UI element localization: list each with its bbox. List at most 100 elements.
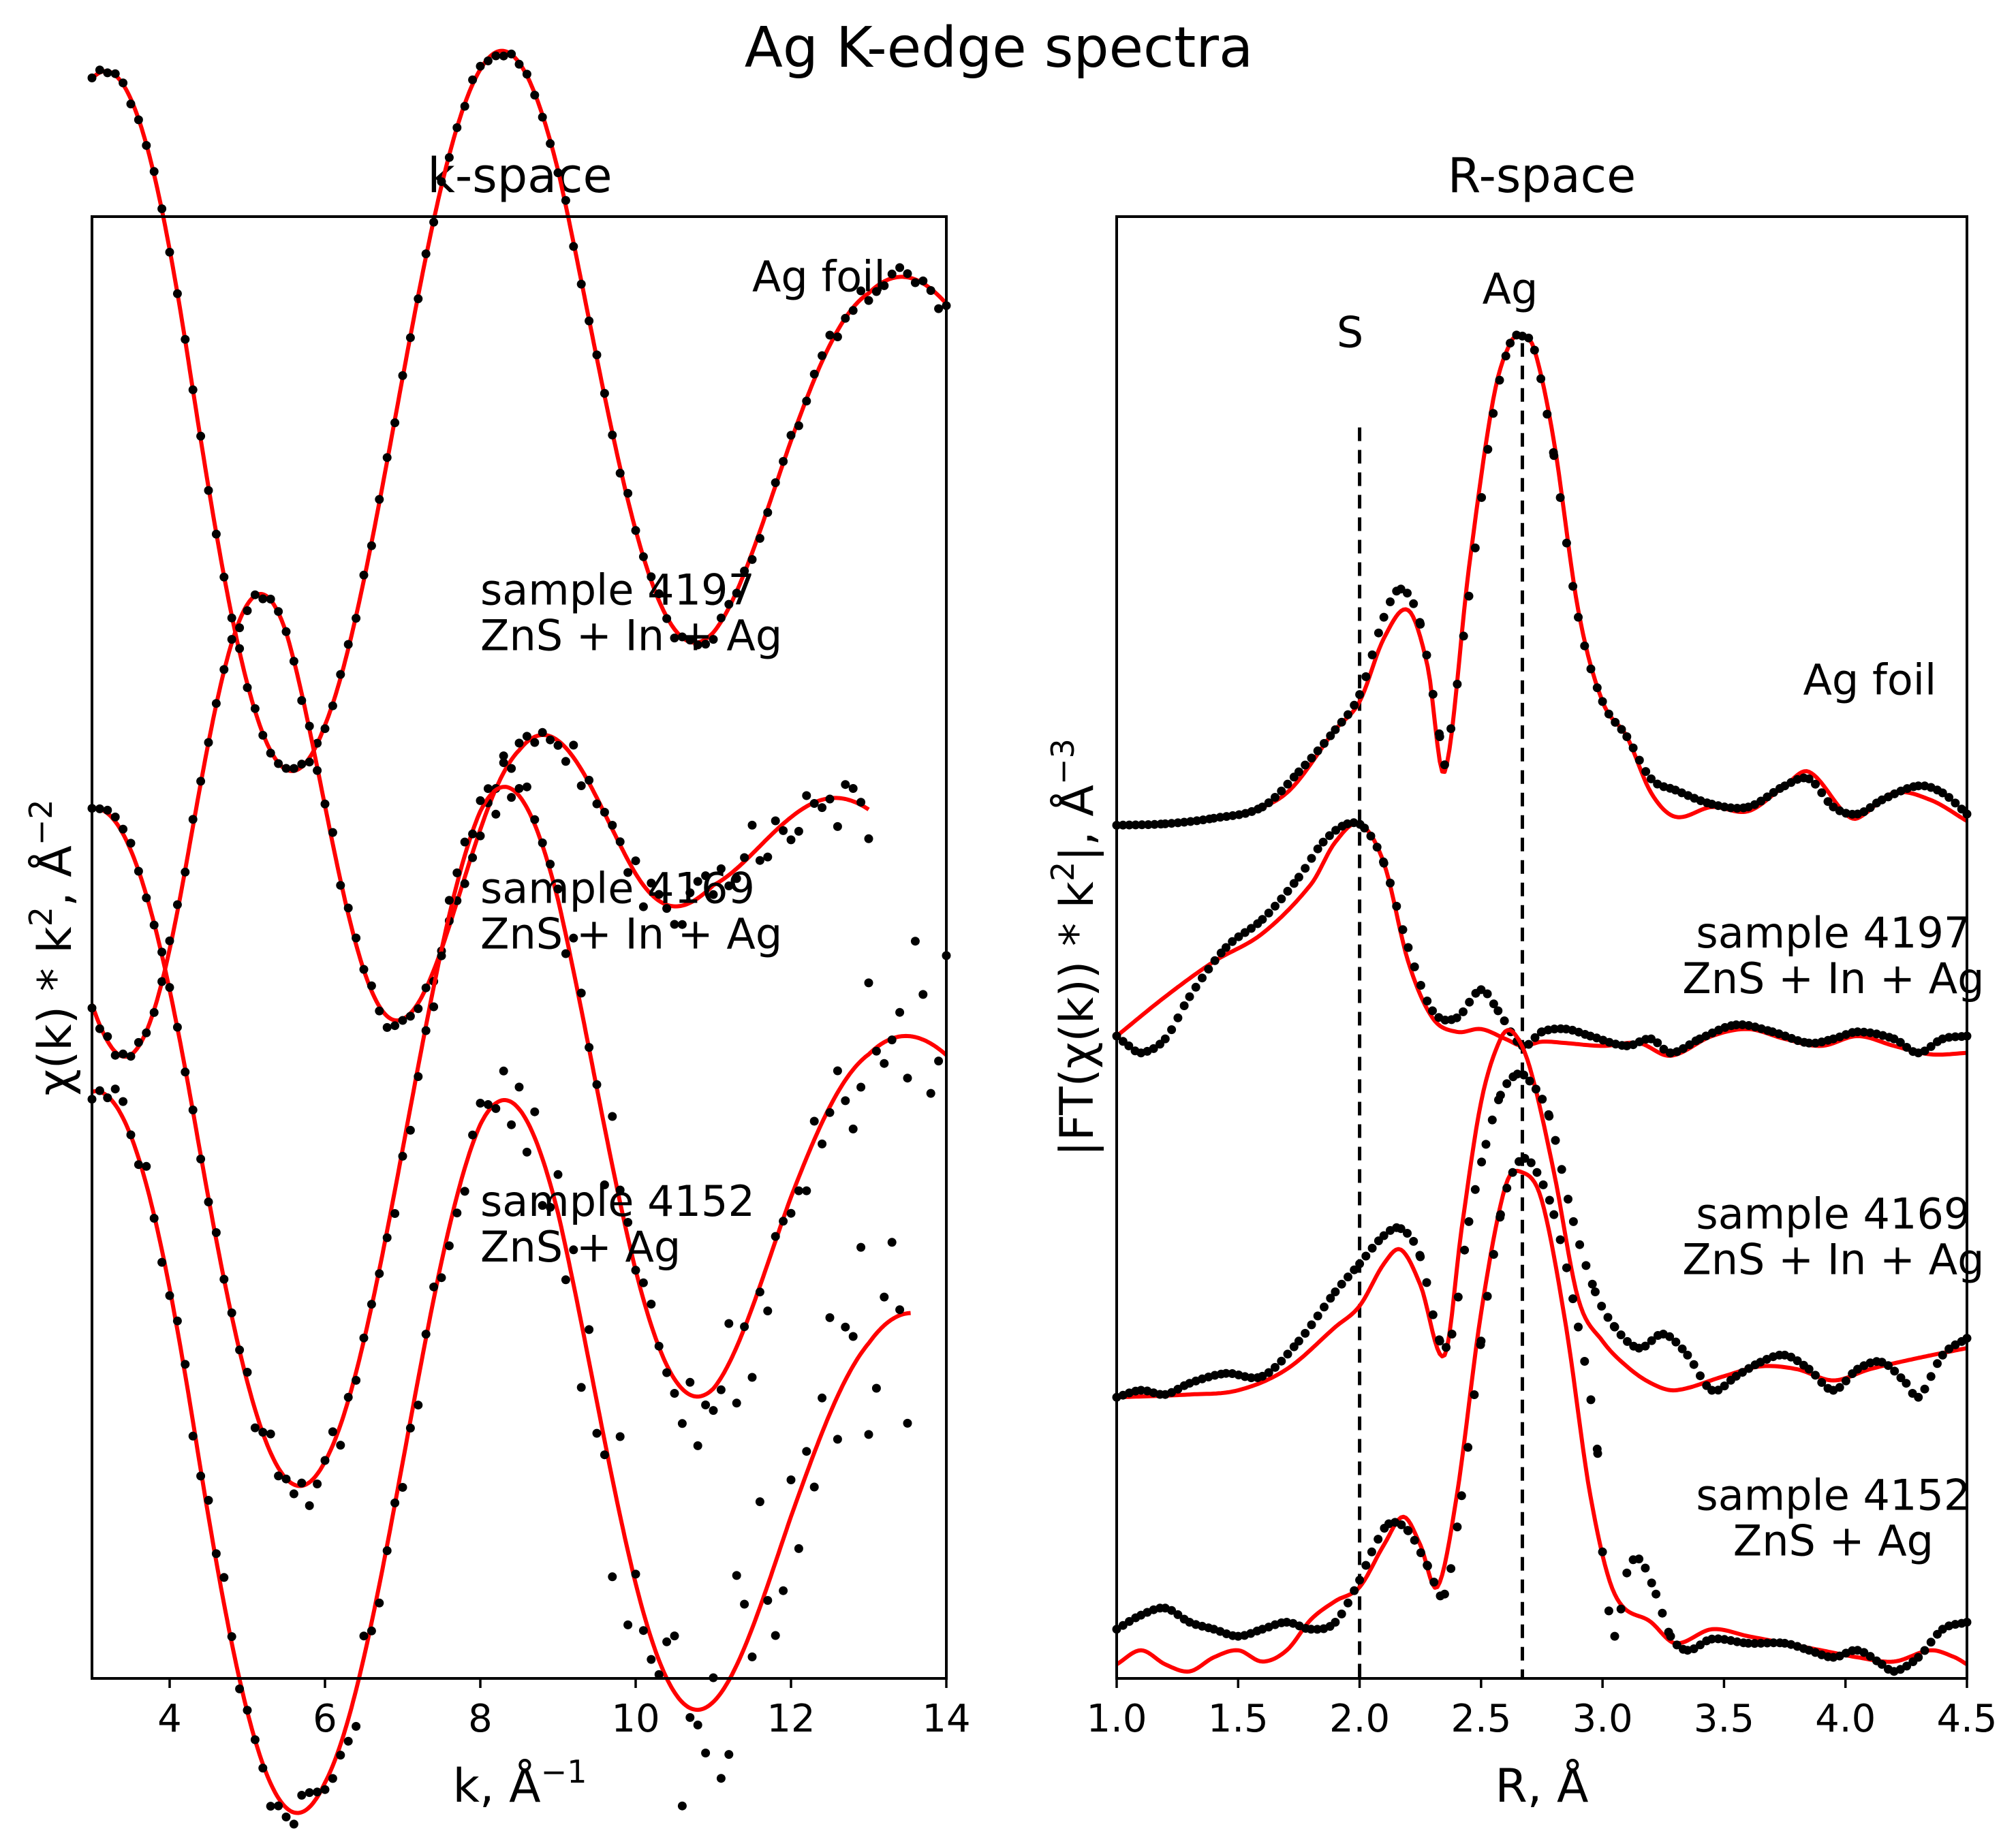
- rspace-data-point: [1337, 1279, 1346, 1289]
- rspace-data-point: [1396, 584, 1406, 594]
- rspace-data-point: [1422, 1278, 1431, 1287]
- kspace-data-point: [880, 1292, 889, 1302]
- rspace-data-point: [1313, 844, 1322, 854]
- kspace-data-point: [483, 1100, 493, 1109]
- rspace-data-point: [1756, 1638, 1766, 1648]
- kspace-y-axis-label: χ(k) * k2, Å−2: [22, 799, 82, 1095]
- rspace-data-point: [1557, 1165, 1566, 1174]
- rspace-data-point: [1574, 612, 1583, 622]
- kspace-data-point: [499, 758, 508, 768]
- kspace-data-point: [771, 1631, 780, 1640]
- kspace-data-point: [483, 784, 493, 794]
- rspace-series-label: Ag foil: [1803, 655, 1937, 705]
- rspace-data-point: [1580, 641, 1589, 651]
- kspace-data-point: [227, 1308, 236, 1317]
- kspace-data-point: [538, 1201, 547, 1210]
- kspace-data-point: [779, 1217, 788, 1226]
- kspace-data-point: [219, 665, 229, 674]
- kspace-data-point: [670, 1631, 679, 1641]
- kspace-x-ticks: 4 6 8 10 12 14: [157, 1678, 971, 1741]
- kspace-series-label: ZnS + In + Ag: [480, 610, 782, 660]
- rspace-data-point: [1283, 886, 1292, 896]
- kspace-data-point: [266, 1802, 275, 1811]
- kspace-data-point: [724, 599, 734, 609]
- kspace-data-point: [491, 1104, 501, 1113]
- rspace-data-point: [1416, 1548, 1425, 1557]
- kspace-data-point: [779, 456, 788, 466]
- rspace-data-point: [1429, 1578, 1439, 1587]
- kspace-data-point: [289, 1489, 298, 1499]
- kspace-data-point: [585, 1325, 594, 1334]
- rspace-data-point: [1173, 1013, 1183, 1022]
- kspace-data-point: [864, 1430, 873, 1439]
- kspace-data-point: [608, 1572, 617, 1582]
- kspace-data-point: [468, 853, 478, 862]
- rspace-x-tick-label: 3.0: [1572, 1697, 1633, 1741]
- kspace-data-point: [638, 552, 648, 561]
- rspace-data-point: [1564, 1194, 1572, 1204]
- kspace-data-point: [522, 732, 531, 741]
- rspace-data-point: [1575, 1240, 1585, 1249]
- kspace-data-point: [297, 1478, 307, 1488]
- kspace-data-point: [274, 607, 283, 616]
- rspace-data-points-1: [1112, 818, 1972, 1058]
- kspace-data-point: [204, 1198, 213, 1206]
- kspace-data-point: [871, 1046, 881, 1056]
- rspace-data-point: [1586, 664, 1596, 674]
- kspace-data-point: [802, 1186, 811, 1195]
- kspace-data-point: [716, 1385, 726, 1394]
- rspace-data-point: [1926, 1042, 1936, 1051]
- kspace-data-point: [95, 65, 104, 75]
- kspace-data-point: [375, 495, 384, 504]
- rspace-data-point: [1689, 1360, 1699, 1369]
- kspace-data-point: [305, 1501, 314, 1510]
- kspace-data-point: [343, 903, 353, 913]
- kspace-data-point: [289, 657, 298, 666]
- kspace-data-point: [165, 1291, 174, 1300]
- kspace-data-point: [662, 1637, 672, 1646]
- kspace-data-point: [414, 1072, 423, 1081]
- kspace-data-point: [507, 793, 516, 802]
- rspace-series-label: sample 4169: [1696, 1189, 1970, 1239]
- rspace-reference-label: Ag: [1483, 264, 1538, 314]
- kspace-data-point: [196, 1471, 206, 1481]
- rspace-data-point: [1647, 1336, 1656, 1345]
- rspace-y-axis-label: |FT(χ(k)) * k2|, Å−3: [1044, 738, 1104, 1157]
- kspace-data-point: [802, 396, 811, 406]
- rspace-data-point: [1283, 1349, 1292, 1359]
- kspace-data-point: [514, 738, 524, 748]
- kspace-data-point: [576, 279, 586, 289]
- rspace-data-point: [1562, 1263, 1571, 1272]
- rspace-data-point: [1204, 965, 1213, 974]
- kspace-data-point: [818, 351, 827, 360]
- kspace-data-point: [732, 1398, 741, 1408]
- rspace-data-point: [1738, 1368, 1747, 1377]
- rspace-data-point: [1817, 788, 1827, 798]
- rspace-data-point: [1641, 1341, 1650, 1351]
- kspace-data-point: [747, 820, 757, 830]
- rspace-data-point: [1610, 1322, 1619, 1332]
- rspace-data-point: [1590, 1287, 1600, 1296]
- kspace-data-point: [281, 764, 291, 773]
- rspace-data-point: [1428, 689, 1438, 699]
- kspace-data-point: [825, 330, 835, 340]
- rspace-data-point: [1264, 798, 1273, 807]
- kspace-data-point: [685, 636, 695, 645]
- kspace-data-point: [110, 69, 120, 78]
- rspace-data-point: [1707, 1386, 1717, 1395]
- rspace-data-point: [1392, 901, 1401, 911]
- rspace-data-point: [1622, 732, 1632, 741]
- kspace-data-point: [359, 570, 369, 580]
- kspace-data-point: [297, 760, 307, 769]
- kspace-data-point: [514, 784, 524, 793]
- rspace-data-point: [1598, 1547, 1607, 1556]
- kspace-data-point: [530, 738, 540, 747]
- kspace-data-point: [701, 871, 711, 881]
- rspace-data-point: [1555, 493, 1565, 502]
- rspace-data-point: [1403, 589, 1412, 598]
- kspace-data-point: [382, 1022, 392, 1032]
- kspace-data-point: [670, 1389, 679, 1398]
- rspace-data-point: [1562, 538, 1571, 548]
- kspace-data-point: [934, 1057, 944, 1066]
